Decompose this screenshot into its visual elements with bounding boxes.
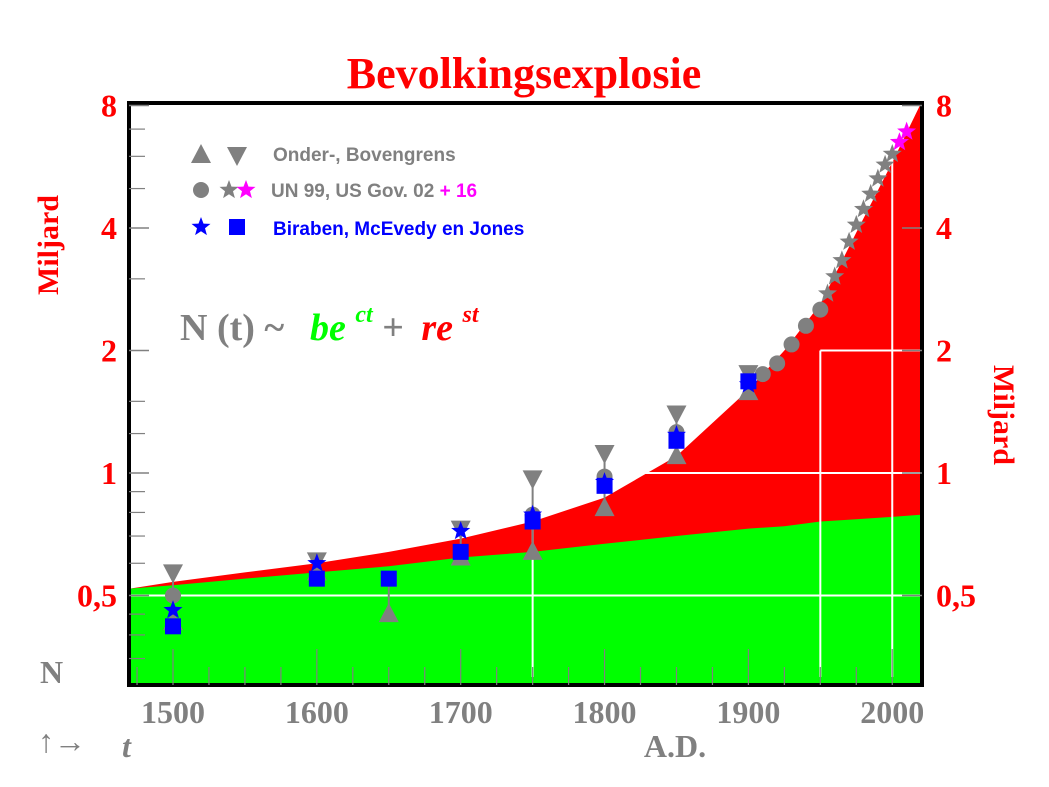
y-tick-label-right: 2 (936, 333, 952, 369)
data-point-circle (797, 317, 814, 334)
formula-lhs: N (t) ~ (180, 307, 284, 349)
formula-plus: + (382, 307, 404, 349)
data-point-square (740, 373, 757, 390)
y-tick-label-right: 1 (936, 455, 952, 491)
x-tick-label: 1800 (573, 694, 637, 730)
svg-text:N (t) ~ be ct: N (t) ~ be ct + re st (180, 289, 480, 349)
corner-label-n: N (40, 654, 63, 690)
data-point-circle (783, 336, 800, 353)
x-tick-label: 1700 (429, 694, 493, 730)
data-point-triangle-up (522, 540, 543, 560)
data-point-star (839, 231, 859, 250)
data-point-triangle-down (163, 564, 183, 584)
x-axis-label: A.D. (644, 728, 706, 764)
legend-triangle-up-icon (191, 144, 211, 163)
data-point-square (380, 570, 397, 587)
data-point-star (163, 600, 183, 619)
legend: Onder-, Bovengrens UN 99, US Gov. 02 + 1… (191, 144, 524, 240)
data-point-star (875, 154, 895, 173)
x-tick-label: 1900 (716, 694, 780, 730)
data-point-star (868, 168, 888, 187)
x-tick-label: 2000 (860, 694, 924, 730)
green-band-area (129, 514, 922, 685)
y-tick-label-left: 2 (101, 333, 117, 369)
data-point-triangle-up (738, 381, 759, 401)
data-point-square (668, 432, 685, 449)
legend-triangle-down-icon (227, 147, 247, 166)
data-point-star (832, 250, 852, 269)
legend-star-magenta-icon (236, 180, 256, 199)
legend-label-bounds: Onder-, Bovengrens (273, 145, 456, 166)
formula-green-exp: ct (355, 302, 374, 328)
data-point-star (451, 521, 471, 540)
data-point-star (854, 199, 873, 218)
data-point-circle (769, 355, 786, 372)
formula-green-term: be (310, 307, 346, 349)
legend-label-un: UN 99, US Gov. 02 + 16 (271, 181, 477, 202)
legend-circle-icon (193, 182, 209, 198)
data-point-star (818, 283, 837, 302)
y-tick-label-left: 1 (101, 455, 117, 491)
formula-red-exp: st (462, 302, 480, 328)
data-point-triangle-up (666, 445, 687, 465)
chart-title: Bevolkingsexplosie (347, 49, 702, 98)
data-point-star (846, 214, 866, 233)
corner-arrows: ↑→ (38, 723, 86, 759)
legend-star-blue-icon (191, 217, 211, 236)
data-point-square (308, 570, 325, 587)
legend-star-grey-icon (219, 180, 239, 199)
plot-frame (127, 101, 924, 687)
data-point-star (889, 132, 909, 151)
data-point-triangle-up (378, 603, 399, 623)
data-point-triangle-down (522, 470, 543, 490)
formula: N (t) ~ be ct + re st (180, 289, 480, 349)
data-point-square (524, 513, 541, 530)
data-point-star (882, 144, 902, 163)
y-axis-label-left: Miljard (32, 195, 65, 295)
data-point-star (825, 266, 845, 285)
data-point-circle (754, 366, 771, 383)
legend-square-icon (229, 219, 245, 235)
data-point-star (861, 183, 881, 202)
data-point-triangle-down (666, 405, 687, 425)
data-point-square (596, 477, 613, 494)
data-point-triangle-down (594, 444, 615, 464)
formula-red-term: re (421, 307, 453, 349)
y-tick-label-right: 0,5 (936, 578, 976, 614)
legend-label-biraben: Biraben, McEvedy en Jones (273, 219, 524, 240)
data-point-star (897, 121, 917, 140)
data-point-circle (812, 301, 829, 318)
y-tick-label-right: 4 (936, 210, 952, 246)
y-tick-label-left: 8 (101, 88, 117, 124)
y-axis-label-right: Miljard (987, 365, 1020, 465)
data-point-square (452, 543, 469, 560)
data-point-triangle-up (594, 497, 615, 517)
corner-label-t: t (122, 728, 132, 764)
y-tick-label-left: 0,5 (77, 578, 117, 614)
data-point-square (165, 618, 181, 635)
y-tick-label-left: 4 (101, 210, 117, 246)
data-point-circle (165, 587, 181, 604)
x-tick-label: 1600 (285, 694, 349, 730)
data-point-star (307, 553, 327, 572)
x-tick-label: 1500 (141, 694, 205, 730)
y-tick-label-right: 8 (936, 88, 952, 124)
